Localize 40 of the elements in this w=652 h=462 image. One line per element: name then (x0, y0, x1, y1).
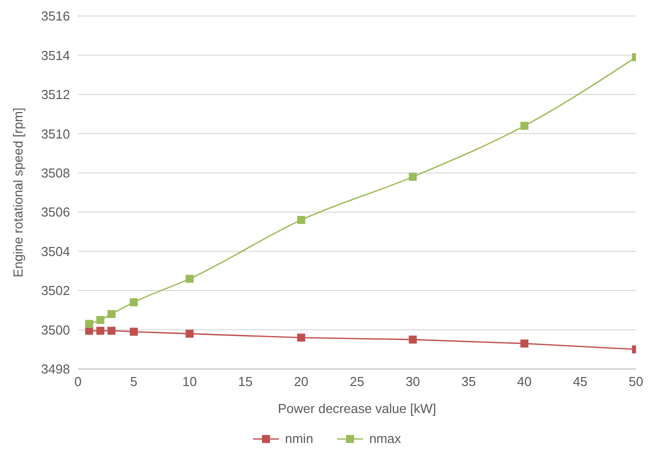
y-tick-label: 3514 (41, 48, 70, 63)
x-tick-label: 40 (517, 374, 532, 390)
x-tick-label: 35 (461, 374, 476, 390)
x-tick-label: 50 (628, 374, 644, 390)
point (520, 340, 528, 348)
point (297, 216, 306, 224)
y-tick-label: 3498 (41, 362, 70, 377)
point (186, 274, 194, 283)
x-tick-label: 10 (182, 374, 197, 390)
point (130, 298, 138, 306)
point (96, 326, 104, 335)
y-tick-label: 3506 (41, 204, 70, 220)
point (186, 330, 194, 338)
point (408, 172, 417, 181)
point (96, 316, 104, 324)
x-tick-label: 30 (406, 374, 420, 390)
point (107, 310, 116, 318)
point (85, 320, 94, 328)
y-tick-label: 3502 (41, 283, 70, 298)
legend-label: nmax (369, 431, 401, 446)
y-tick-label: 3512 (41, 87, 70, 102)
legend-label: nmin (285, 431, 314, 446)
y-tick-label: 3510 (41, 126, 70, 142)
y-tick-label: 3508 (41, 166, 70, 181)
point (107, 326, 116, 335)
y-axis-title: Engine rotational speed [rpm] (10, 108, 26, 278)
x-axis-title: Power decrease value [kW] (278, 401, 436, 416)
y-tick-label: 3500 (41, 322, 70, 338)
point (408, 336, 417, 344)
y-tick-label: 3504 (41, 244, 70, 259)
x-tick-label: 15 (238, 374, 253, 390)
y-tick-label: 3516 (41, 8, 70, 24)
point (520, 122, 528, 130)
point (297, 334, 306, 342)
x-tick-label: 20 (294, 374, 308, 390)
x-tick-label: 45 (572, 374, 588, 390)
x-tick-label: 5 (130, 374, 138, 390)
x-tick-label: 25 (350, 374, 364, 390)
point (130, 328, 138, 336)
x-tick-label: 0 (74, 374, 82, 390)
